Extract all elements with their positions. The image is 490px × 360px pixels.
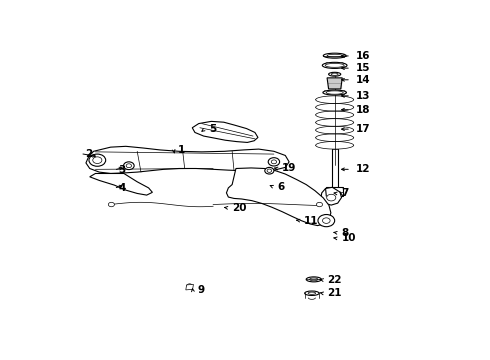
Polygon shape [327,78,342,89]
Ellipse shape [323,90,346,95]
Text: 13: 13 [356,91,370,101]
Circle shape [268,158,280,166]
Text: 11: 11 [304,216,319,226]
Ellipse shape [331,73,338,75]
Ellipse shape [310,278,318,281]
Polygon shape [86,146,289,174]
Text: 7: 7 [342,188,349,198]
Text: 1: 1 [178,145,185,155]
Ellipse shape [326,91,343,94]
Text: 22: 22 [327,275,342,285]
Text: 2: 2 [85,149,92,158]
Ellipse shape [322,62,347,68]
Ellipse shape [306,277,321,282]
Ellipse shape [325,63,344,67]
Circle shape [322,218,330,223]
Polygon shape [321,187,342,205]
Text: 6: 6 [278,182,285,192]
Circle shape [126,164,131,168]
Circle shape [108,202,114,207]
Circle shape [265,167,274,174]
Ellipse shape [329,72,341,76]
Polygon shape [90,174,152,195]
Text: 9: 9 [197,285,204,295]
Text: 16: 16 [356,51,370,61]
Text: 14: 14 [356,75,370,85]
Text: 18: 18 [356,105,370,115]
Ellipse shape [305,291,319,296]
Text: 15: 15 [356,63,370,73]
Polygon shape [192,121,258,143]
Circle shape [327,194,336,201]
Ellipse shape [308,292,316,294]
Text: 4: 4 [118,184,125,193]
Circle shape [89,154,106,166]
Text: 5: 5 [209,124,217,134]
Ellipse shape [327,54,342,57]
Circle shape [123,162,134,170]
Circle shape [267,169,271,172]
Polygon shape [226,168,331,226]
Text: 12: 12 [356,164,370,174]
Circle shape [93,157,102,163]
Text: 10: 10 [342,233,356,243]
Text: 21: 21 [327,288,342,298]
Polygon shape [326,187,343,196]
Ellipse shape [323,53,346,58]
Polygon shape [186,284,194,290]
Text: 17: 17 [356,124,370,134]
Text: 19: 19 [282,163,296,174]
Text: 20: 20 [232,203,246,213]
Text: 8: 8 [342,228,349,238]
Circle shape [317,202,322,207]
Circle shape [271,160,276,164]
Circle shape [318,215,335,227]
Text: 3: 3 [118,165,125,175]
